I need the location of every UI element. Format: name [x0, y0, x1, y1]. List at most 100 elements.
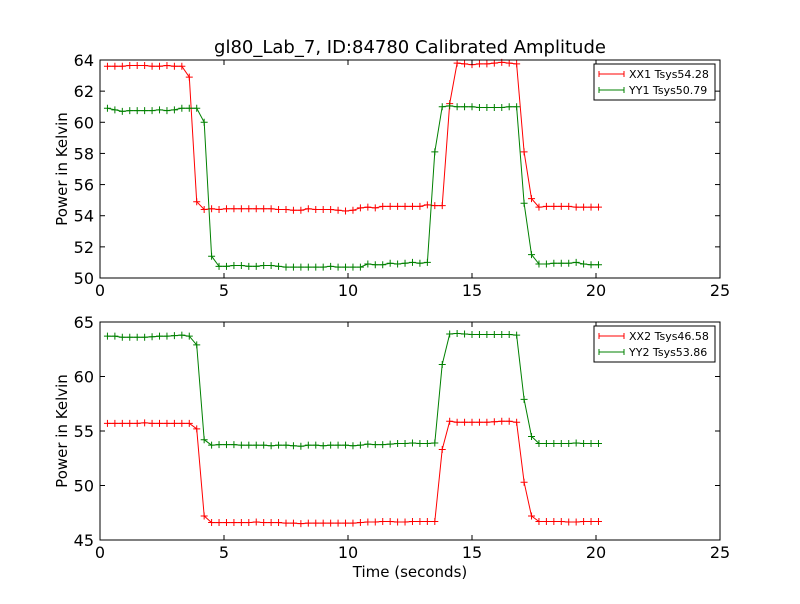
data-point — [103, 62, 111, 70]
data-point — [200, 205, 208, 213]
data-point — [557, 259, 565, 267]
x-tick-label: 5 — [219, 543, 229, 562]
data-point — [468, 103, 476, 111]
data-point — [267, 442, 275, 450]
data-point — [252, 441, 260, 449]
data-point — [297, 520, 305, 528]
data-point — [394, 202, 402, 210]
data-point — [133, 107, 141, 115]
data-point — [386, 202, 394, 210]
data-point — [528, 432, 536, 440]
legend-label: XX1 Tsys54.28 — [629, 68, 709, 81]
data-point — [438, 446, 446, 454]
legend-marker — [598, 333, 625, 339]
data-point — [535, 203, 543, 211]
data-point — [133, 419, 141, 427]
data-point — [394, 440, 402, 448]
series-1 — [103, 417, 602, 528]
data-point — [170, 332, 178, 340]
data-point — [565, 259, 573, 267]
data-point — [237, 519, 245, 527]
x-tick-label: 25 — [710, 543, 730, 562]
data-point — [528, 251, 536, 259]
data-point — [483, 331, 491, 339]
data-point — [208, 252, 216, 260]
data-point — [587, 440, 595, 448]
data-point — [513, 331, 521, 339]
data-point — [587, 261, 595, 269]
data-point — [483, 103, 491, 111]
data-point — [594, 203, 602, 211]
data-point — [126, 333, 134, 341]
data-point — [349, 519, 357, 527]
x-tick-label: 25 — [710, 281, 730, 300]
data-point — [572, 439, 580, 447]
data-point — [289, 442, 297, 450]
series-line — [107, 105, 599, 268]
data-point — [550, 202, 558, 210]
data-point — [408, 439, 416, 447]
data-point — [170, 419, 178, 427]
data-point — [319, 519, 327, 527]
y-tick-label: 60 — [74, 113, 94, 132]
data-point — [379, 441, 387, 449]
data-point — [312, 263, 320, 271]
data-point — [245, 262, 253, 270]
data-point — [594, 517, 602, 525]
data-point — [141, 61, 149, 69]
data-point — [275, 205, 283, 213]
data-point — [193, 341, 201, 349]
data-point — [535, 440, 543, 448]
data-point — [170, 62, 178, 70]
data-point — [133, 61, 141, 69]
data-point — [379, 261, 387, 269]
data-point — [230, 519, 238, 527]
data-point — [453, 418, 461, 426]
data-point — [126, 61, 134, 69]
data-point — [215, 205, 223, 213]
x-tick-label: 15 — [462, 281, 482, 300]
data-point — [475, 103, 483, 111]
data-point — [252, 205, 260, 213]
data-point — [215, 441, 223, 449]
x-tick-label: 15 — [462, 543, 482, 562]
data-point — [349, 263, 357, 271]
data-point — [156, 332, 164, 340]
data-point — [431, 148, 439, 156]
data-point — [461, 60, 469, 68]
data-point — [334, 206, 342, 214]
data-point — [461, 330, 469, 338]
data-point — [438, 202, 446, 210]
y-tick-label: 58 — [74, 144, 94, 163]
data-point — [408, 517, 416, 525]
data-point — [148, 107, 156, 115]
data-point — [550, 259, 558, 267]
data-point — [319, 205, 327, 213]
data-point — [215, 262, 223, 270]
data-point — [245, 519, 253, 527]
data-point — [126, 419, 134, 427]
data-point — [141, 107, 149, 115]
data-point — [356, 519, 364, 527]
data-point — [230, 441, 238, 449]
data-point — [371, 518, 379, 526]
data-point — [401, 202, 409, 210]
data-point — [245, 441, 253, 449]
data-point — [550, 440, 558, 448]
data-point — [297, 442, 305, 450]
data-point — [319, 263, 327, 271]
data-point — [178, 104, 186, 112]
data-point — [342, 207, 350, 215]
data-point — [401, 440, 409, 448]
data-point — [468, 331, 476, 339]
data-point — [520, 478, 528, 486]
data-point — [178, 331, 186, 339]
data-point — [327, 519, 335, 527]
data-point — [163, 332, 171, 340]
x-tick-label: 20 — [586, 281, 606, 300]
plot-frame — [99, 59, 721, 279]
data-point — [312, 519, 320, 527]
legend-label: YY1 Tsys50.79 — [628, 84, 707, 97]
data-point — [386, 440, 394, 448]
data-point — [535, 517, 543, 525]
